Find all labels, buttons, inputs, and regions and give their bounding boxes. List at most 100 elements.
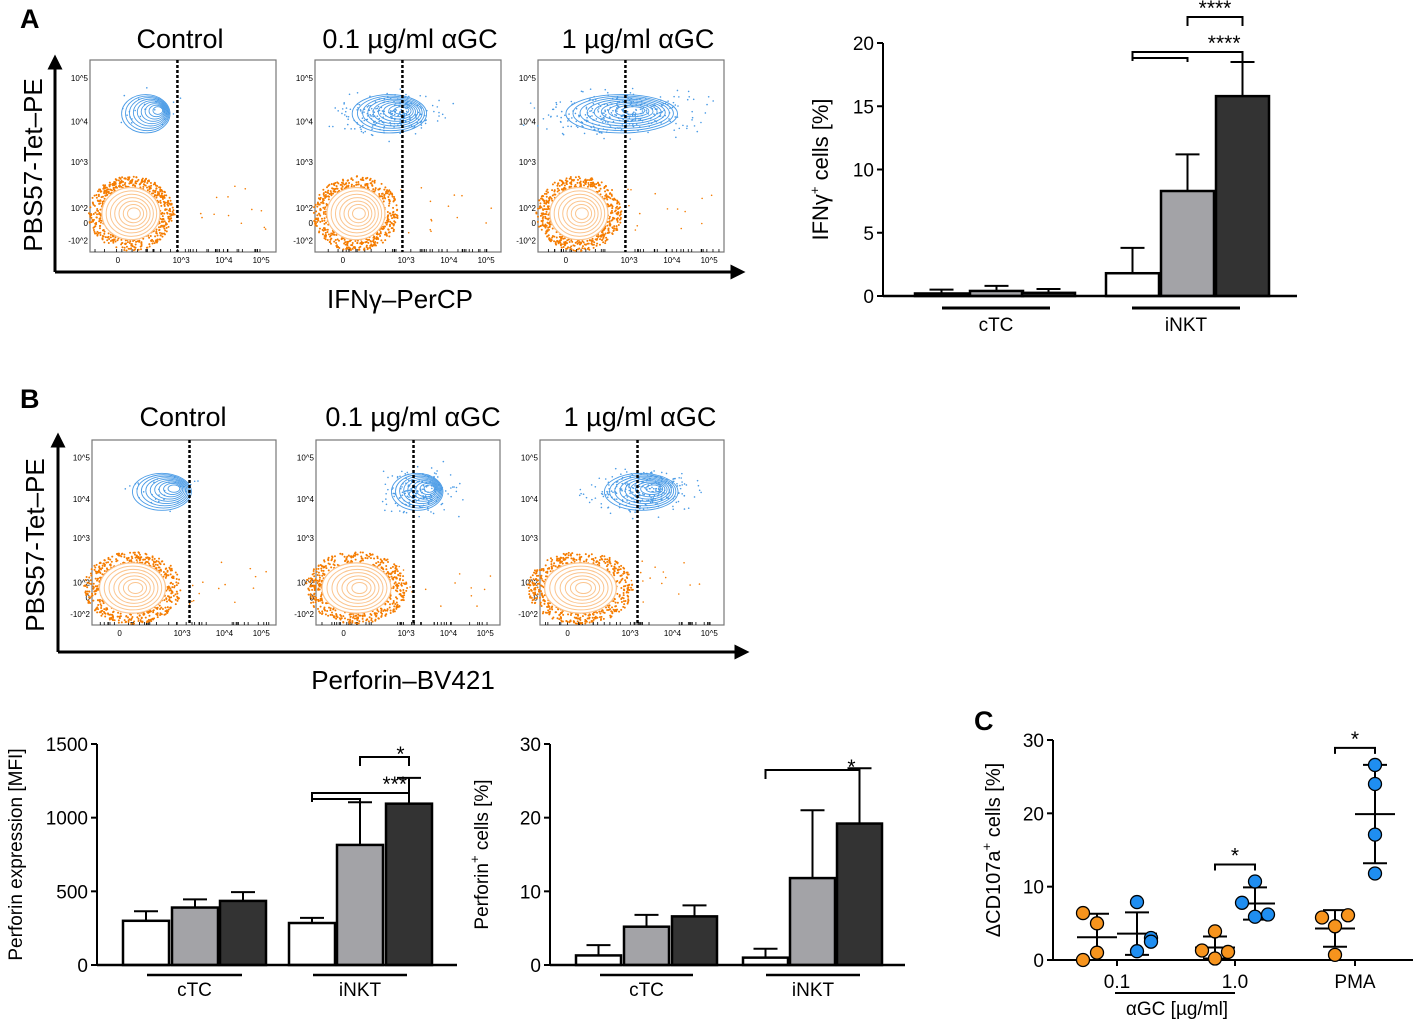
ctc-event [162,215,164,217]
ctc-event [323,202,325,204]
ctc-event [97,608,99,610]
ctc-event [430,219,432,221]
ctc-event [613,198,615,200]
ctc-event [402,575,404,577]
ctc-event [108,242,110,244]
inkt-event [140,116,142,118]
ctc-event [191,601,193,603]
ctc-event [160,202,162,204]
ctc-event [135,243,137,245]
ctc-event [609,197,611,199]
ctc-event [318,194,320,196]
ctc-event [553,236,555,238]
ctc-event [137,240,139,242]
ctc-event [172,583,174,585]
ctc-event [158,558,160,560]
ctc-event [308,577,310,579]
ctc-event [90,572,92,574]
ctc-event [221,562,223,564]
inkt-event [357,92,359,94]
ctc-event [88,582,90,584]
ctc-event [382,242,384,244]
ctc-event [325,232,327,234]
ctc-event [99,601,101,603]
ctc-event [368,556,370,558]
ctc-event [112,242,114,244]
panel-label-a: A [20,4,40,34]
ctc-event [90,217,92,219]
ctc-event [100,222,102,224]
inkt-event [384,126,386,128]
ctc-event [107,191,109,193]
ctc-event [393,229,395,231]
ctc-event [604,190,606,192]
ctc-event [169,600,171,602]
ctc-event [105,236,107,238]
ctc-event [93,229,95,231]
y-tick-label: -10^2 [293,236,313,245]
ctc-event [324,217,326,219]
ctc-event [325,211,327,213]
ctc-event [169,203,171,205]
ctc-event [159,614,161,616]
ctc-event [397,574,399,576]
ctc-event [353,185,355,187]
ctc-event [137,556,139,558]
ctc-event [548,197,550,199]
ctc-event [162,608,164,610]
inkt-event [374,123,376,125]
ctc-event [116,179,118,181]
ctc-event [559,185,561,187]
ctc-event [86,586,88,588]
ctc-event [372,188,374,190]
ctc-event [119,185,121,187]
ctc-event [592,238,594,240]
ctc-event [313,212,315,214]
ctc-event [86,590,88,592]
ctc-event [566,239,568,241]
inkt-event [568,113,570,115]
ctc-event [164,607,166,609]
inkt-event [590,88,592,90]
ctc-event [95,570,97,572]
ctc-event [314,221,316,223]
inkt-event [696,131,698,133]
ctc-event [99,611,101,613]
ctc-event [109,185,111,187]
ctc-event [86,576,88,578]
ctc-event [587,179,589,181]
ctc-event [224,584,226,586]
inkt-event [390,110,392,112]
inkt-event [556,104,558,106]
ctc-event [561,243,563,245]
ctc-event [392,196,394,198]
ctc-event [159,567,161,569]
y-tick-label: 0 [84,219,89,228]
ctc-event [548,229,550,231]
ctc-event [109,614,111,616]
inkt-event [594,128,596,130]
ctc-event [147,621,149,623]
ctc-event [95,609,97,611]
inkt-event [555,106,557,108]
ctc-event [104,194,106,196]
ctc-event [155,197,157,199]
inkt-event [362,125,364,127]
inkt-event [390,116,392,118]
ctc-event [461,195,463,197]
ctc-event [386,222,388,224]
flow-b-x-label: Perforin–BV421 [311,665,495,695]
y-tick-label: 10^5 [296,74,314,83]
ctc-event [112,236,114,238]
ctc-event [103,191,105,193]
ctc-event [172,592,174,594]
ctc-event [108,238,110,240]
ctc-event [88,577,90,579]
ctc-event [542,209,544,211]
x-tick-label: 10^3 [621,256,639,265]
ctc-event [370,178,372,180]
inkt-event [197,480,199,482]
ctc-event [364,557,366,559]
ctc-event [115,241,117,243]
